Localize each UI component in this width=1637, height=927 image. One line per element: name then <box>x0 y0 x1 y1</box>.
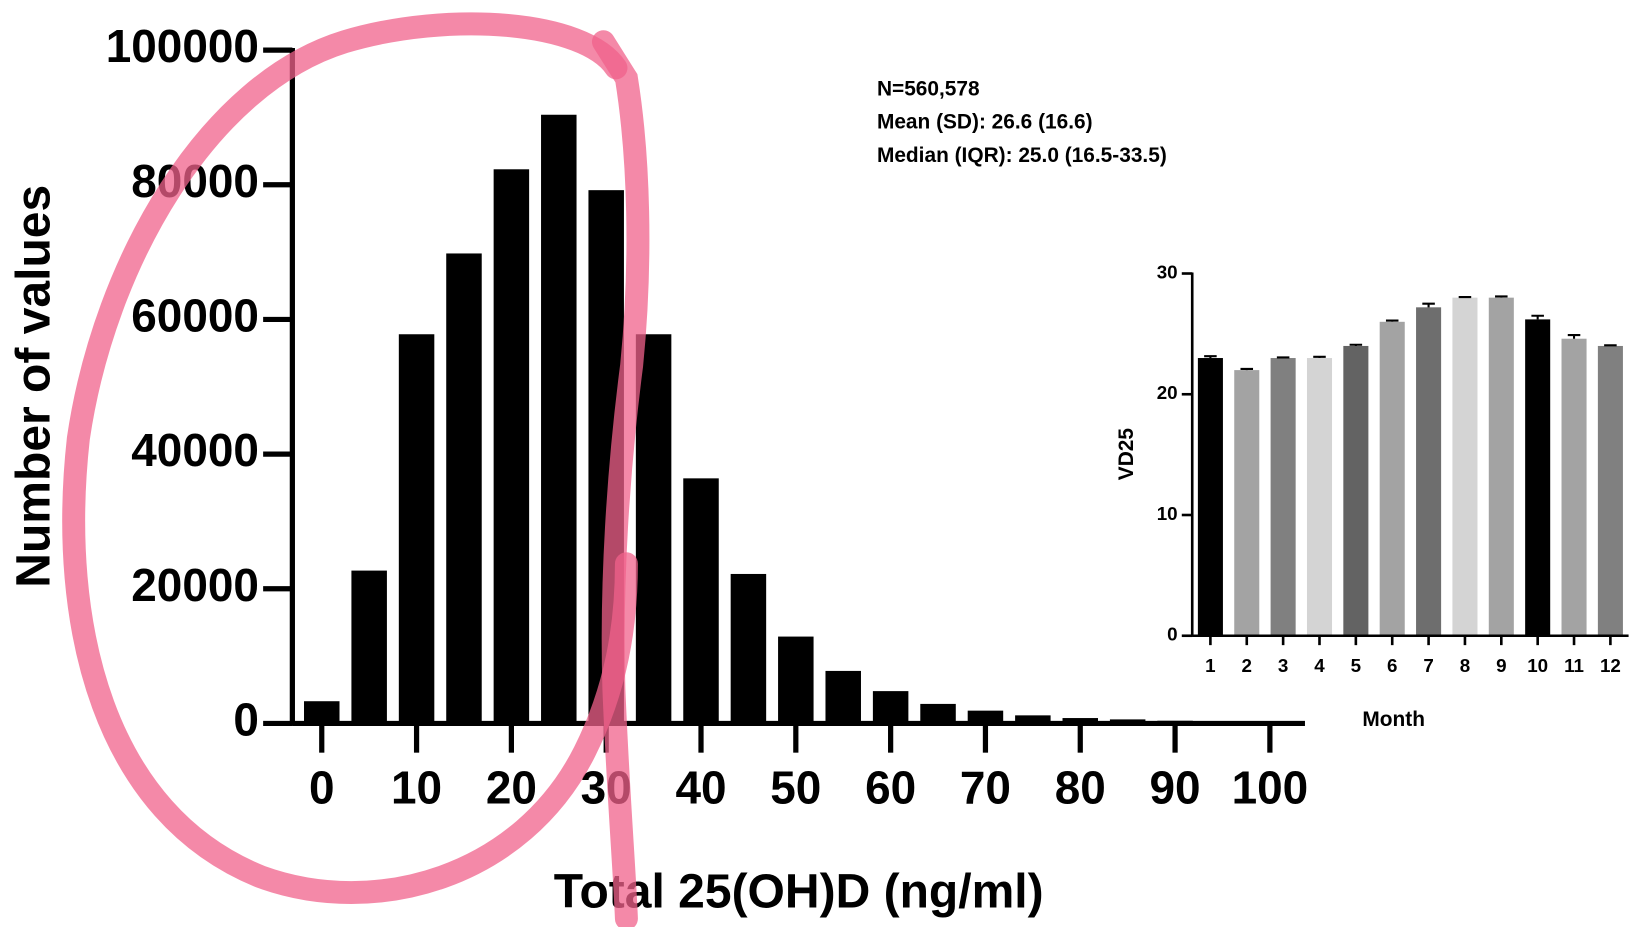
x-tick-label: 20 <box>486 761 537 813</box>
error-bar <box>1204 355 1217 359</box>
bar <box>1561 338 1587 636</box>
annotation: Median (IQR): 25.0 (16.5-33.5) <box>877 144 1167 167</box>
x-tick-label: 90 <box>1150 761 1201 813</box>
y-tick-label: 40000 <box>131 424 259 476</box>
bar <box>1343 345 1369 636</box>
x-tick-label: 70 <box>960 761 1011 813</box>
error-bar <box>1276 356 1290 359</box>
bar <box>1234 370 1260 636</box>
y-axis-title: Number of values <box>7 185 60 588</box>
y-tick-label: 60000 <box>131 290 259 342</box>
x-tick-label: 8 <box>1460 655 1470 676</box>
bar <box>446 253 482 724</box>
x-tick-label: 40 <box>675 761 726 813</box>
bar <box>920 703 956 724</box>
y-tick-label: 20 <box>1157 382 1178 403</box>
x-tick-label: 0 <box>309 761 335 813</box>
error-bar <box>1604 344 1617 347</box>
bar <box>1379 321 1405 636</box>
bar <box>1525 319 1551 636</box>
bar <box>351 570 387 724</box>
bar <box>1416 307 1442 636</box>
x-tick-label: 5 <box>1351 655 1361 676</box>
bar <box>398 334 435 724</box>
x-tick-label: 6 <box>1387 655 1397 676</box>
bar <box>1597 345 1623 636</box>
x-tick-label: 10 <box>391 761 442 813</box>
bar <box>304 701 340 724</box>
hand-circle <box>62 12 638 904</box>
bar <box>730 573 767 724</box>
y-tick-label: 10 <box>1157 503 1178 524</box>
bar <box>683 478 719 724</box>
x-tick-label: 12 <box>1600 655 1621 676</box>
bar <box>778 636 814 724</box>
x-tick-label: 80 <box>1055 761 1106 813</box>
bar <box>541 114 577 724</box>
x-tick-label: 9 <box>1496 655 1506 676</box>
bar <box>1270 358 1296 636</box>
hand-annotation <box>62 12 650 927</box>
bar <box>1197 358 1223 636</box>
x-tick-label: 4 <box>1314 655 1325 676</box>
bar <box>872 691 909 724</box>
x-tick-label: 3 <box>1278 655 1288 676</box>
bar <box>967 710 1004 724</box>
bar <box>1452 297 1478 636</box>
bar <box>1306 358 1333 636</box>
bar <box>1015 715 1051 724</box>
bar <box>493 169 530 724</box>
error-bar <box>1349 343 1363 346</box>
annotation: N=560,578 <box>877 77 980 100</box>
y-tick-label: 0 <box>1167 624 1177 645</box>
x-tick-label: 11 <box>1564 655 1584 676</box>
hand-line <box>591 30 650 927</box>
error-bar <box>1422 302 1435 308</box>
y-tick-label: 0 <box>233 694 259 746</box>
error-bar <box>1240 367 1254 371</box>
x-tick-label: 50 <box>770 761 821 813</box>
x-tick-label: 1 <box>1205 655 1215 676</box>
error-bar <box>1567 334 1581 339</box>
error-bar <box>1385 319 1399 322</box>
x-tick-label: 2 <box>1242 655 1252 676</box>
bar <box>635 334 672 724</box>
x-tick-label: 10 <box>1527 655 1548 676</box>
error-bar <box>1458 296 1472 299</box>
y-tick-label: 20000 <box>131 559 259 611</box>
x-tick-label: 60 <box>865 761 916 813</box>
y-tick-label: 100000 <box>106 20 259 72</box>
annotation: Mean (SD): 26.6 (16.6) <box>877 111 1093 134</box>
bar <box>825 670 861 724</box>
error-bar <box>1531 314 1544 320</box>
x-tick-label: 7 <box>1423 655 1433 676</box>
error-bar <box>1313 355 1326 359</box>
y-tick-label: 30 <box>1157 261 1178 282</box>
error-bar <box>1495 295 1508 298</box>
inset-y-axis-title: VD25 <box>1115 428 1138 481</box>
bar <box>1062 718 1099 724</box>
x-tick-label: 100 <box>1232 761 1309 813</box>
bar <box>1488 297 1514 636</box>
inset-x-axis-title: Month <box>1362 708 1425 731</box>
